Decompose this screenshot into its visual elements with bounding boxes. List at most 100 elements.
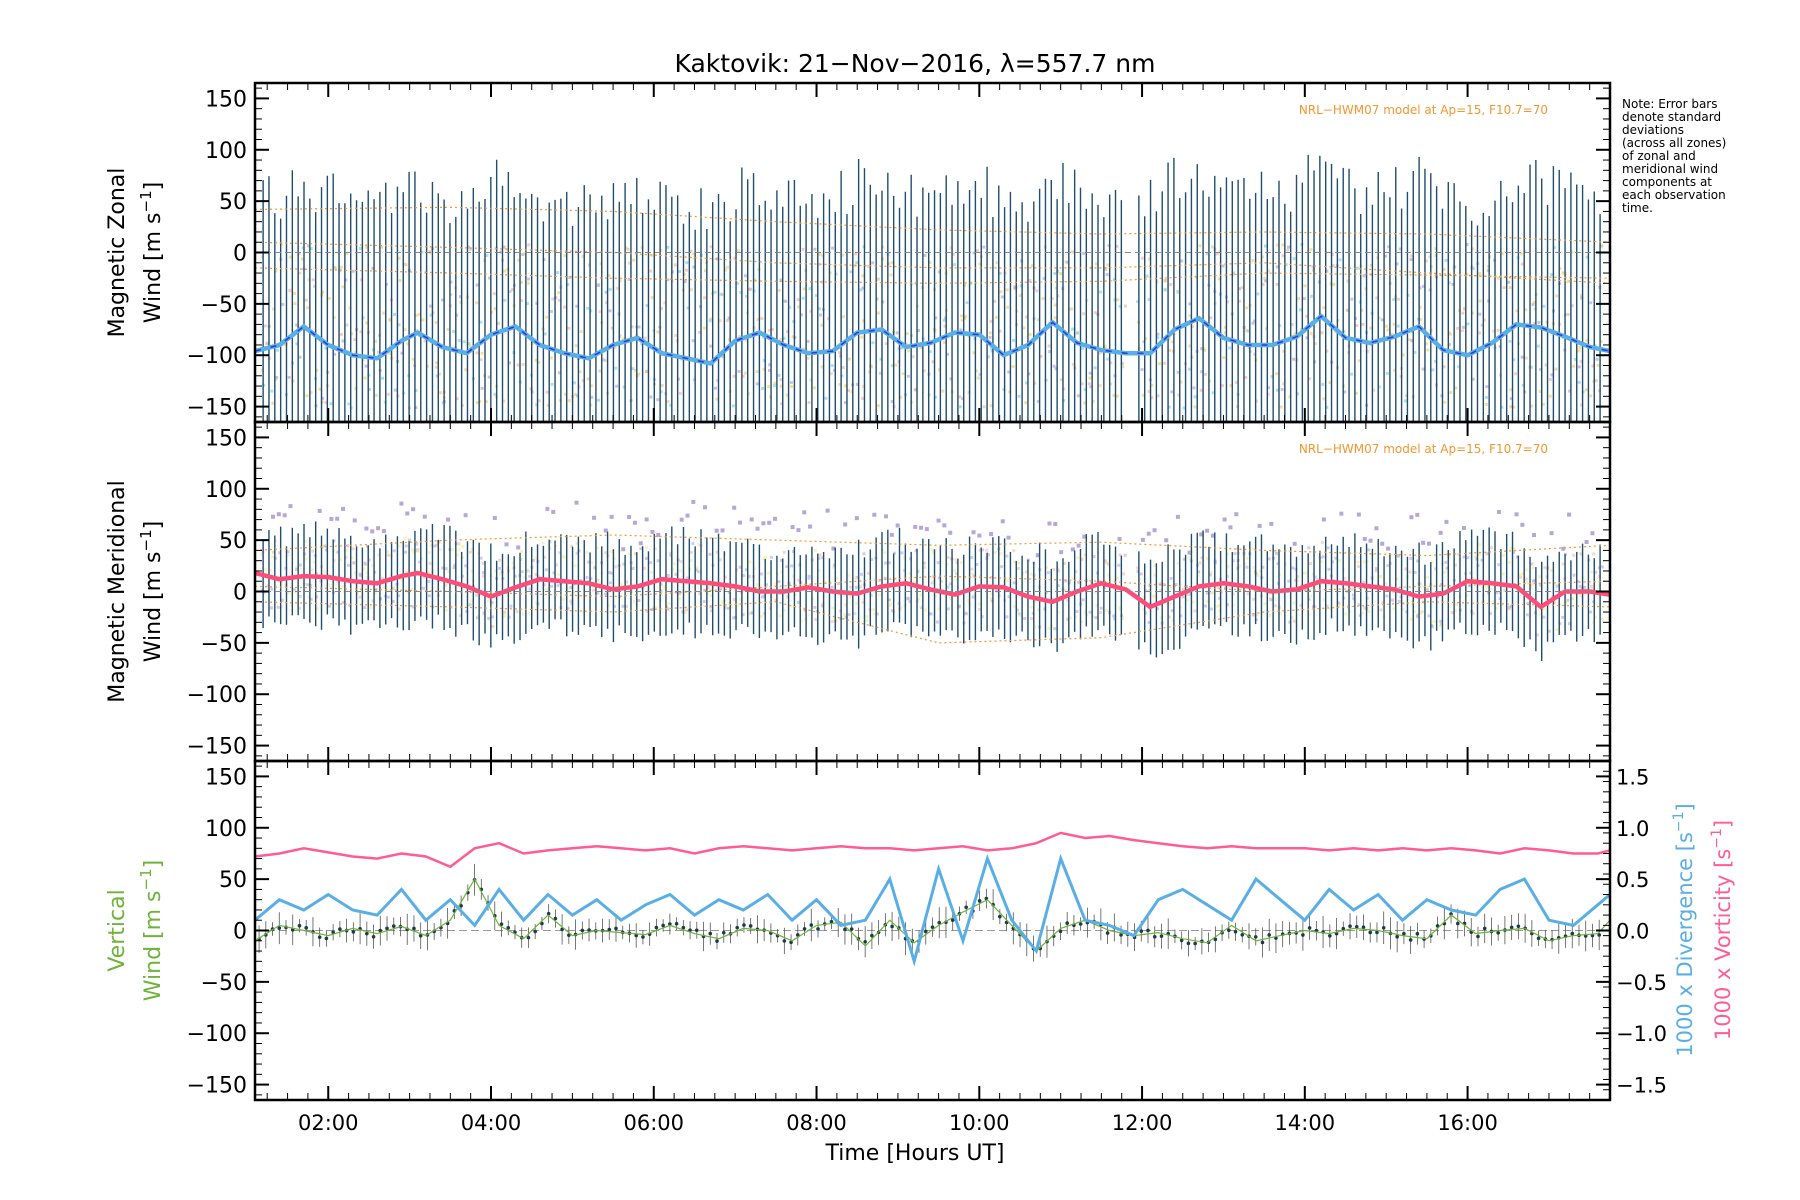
data-point — [952, 252, 956, 256]
data-point — [1442, 365, 1446, 369]
data-point — [1322, 598, 1326, 602]
data-point — [1171, 340, 1175, 344]
data-point — [475, 401, 479, 405]
data-point — [580, 928, 585, 933]
data-point — [1205, 600, 1209, 604]
data-point — [503, 298, 507, 302]
data-point — [1453, 609, 1457, 613]
data-point — [1589, 394, 1593, 398]
data-point — [1444, 560, 1448, 564]
data-point — [569, 599, 573, 603]
data-point — [782, 939, 787, 943]
data-point — [824, 396, 828, 400]
data-point — [1390, 332, 1394, 336]
data-point — [1083, 401, 1087, 405]
data-point — [1468, 584, 1472, 588]
data-point — [779, 278, 783, 282]
data-point — [709, 594, 713, 598]
data-point — [1561, 271, 1565, 275]
data-point — [604, 551, 608, 555]
data-point — [785, 393, 789, 397]
data-point — [1228, 525, 1233, 530]
data-point — [1292, 357, 1296, 361]
data-point — [1146, 531, 1151, 536]
data-point — [1379, 608, 1383, 612]
data-point — [1204, 372, 1208, 376]
data-point — [1578, 346, 1582, 350]
data-point — [1431, 368, 1435, 372]
data-point — [1142, 607, 1146, 611]
data-point — [1450, 611, 1454, 615]
data-point — [1584, 539, 1589, 544]
data-point — [1215, 252, 1219, 256]
data-point — [316, 607, 320, 611]
data-point — [480, 351, 484, 355]
data-point — [1360, 308, 1364, 312]
data-point — [1273, 604, 1277, 608]
data-point — [937, 368, 941, 372]
data-point — [353, 338, 357, 342]
data-point — [543, 555, 547, 559]
data-point — [1266, 392, 1270, 396]
data-point — [400, 351, 404, 355]
data-point — [1179, 568, 1183, 572]
data-point — [421, 318, 425, 322]
data-point — [543, 332, 547, 336]
data-point — [1056, 569, 1060, 573]
data-point — [767, 328, 771, 332]
data-point — [1029, 572, 1033, 576]
data-point — [703, 269, 707, 273]
data-point — [317, 935, 322, 939]
data-point — [934, 594, 938, 598]
data-point — [487, 375, 491, 379]
data-point — [692, 378, 696, 382]
data-point — [557, 291, 561, 295]
data-point — [674, 572, 678, 576]
data-point — [889, 532, 894, 537]
data-point — [1070, 547, 1075, 552]
data-point — [271, 550, 275, 554]
data-point — [1065, 921, 1069, 925]
data-point — [1351, 593, 1355, 597]
data-point — [1076, 543, 1081, 548]
data-point — [371, 266, 375, 270]
data-point — [1081, 346, 1085, 350]
data-point — [604, 290, 608, 294]
data-point — [462, 340, 466, 344]
data-point — [806, 356, 810, 360]
data-point — [1509, 405, 1513, 409]
data-point — [566, 282, 570, 286]
data-point — [376, 350, 380, 354]
data-point — [1409, 556, 1413, 560]
data-point — [814, 293, 818, 297]
vertical-error-bars — [257, 863, 1601, 962]
data-point — [1529, 404, 1533, 408]
data-point — [499, 572, 503, 576]
data-point — [1502, 286, 1506, 290]
data-point — [1548, 394, 1552, 398]
data-point — [652, 607, 656, 611]
data-point — [998, 271, 1002, 275]
data-point — [1064, 579, 1068, 583]
data-point — [485, 253, 489, 257]
data-point — [359, 330, 363, 334]
data-point — [479, 556, 483, 560]
data-point — [861, 396, 865, 400]
data-point — [1238, 564, 1242, 568]
data-point — [1119, 933, 1123, 937]
data-point — [802, 287, 806, 291]
data-point — [1463, 306, 1467, 310]
data-point — [1478, 552, 1482, 556]
superscript: −1 — [1709, 828, 1725, 849]
data-point — [990, 575, 994, 579]
data-point — [709, 317, 713, 321]
data-point — [497, 566, 501, 570]
data-point — [352, 561, 356, 565]
data-point — [1461, 325, 1465, 329]
data-point — [531, 606, 535, 610]
note-line: deviations — [1622, 123, 1684, 137]
data-point — [1485, 385, 1489, 389]
data-point — [1570, 596, 1574, 600]
data-point — [569, 586, 573, 590]
data-point — [1369, 263, 1373, 267]
